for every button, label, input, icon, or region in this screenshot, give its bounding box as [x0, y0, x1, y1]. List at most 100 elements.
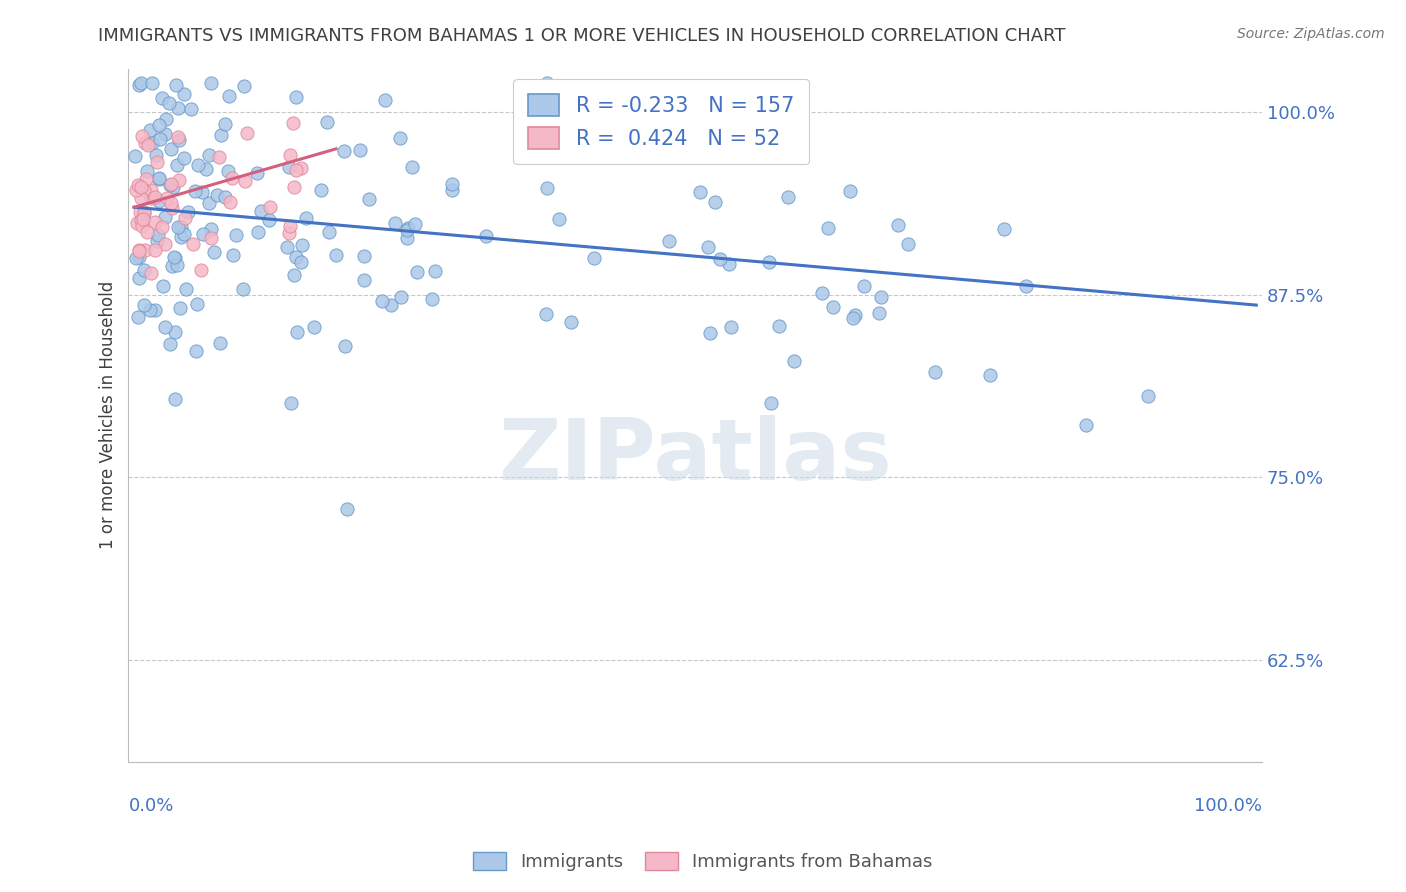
Point — [441, 177, 464, 191]
Point — [132, 206, 155, 220]
Point — [146, 234, 169, 248]
Point — [214, 190, 236, 204]
Point — [187, 158, 209, 172]
Point — [134, 205, 156, 219]
Point — [153, 237, 176, 252]
Point — [163, 251, 186, 265]
Point — [128, 244, 150, 258]
Point — [200, 231, 222, 245]
Point — [127, 310, 149, 324]
Point — [208, 150, 231, 164]
Point — [440, 183, 463, 197]
Point — [839, 184, 862, 198]
Point — [152, 279, 174, 293]
Point — [207, 188, 229, 202]
Point — [278, 219, 301, 233]
Point — [141, 267, 163, 281]
Point — [148, 194, 170, 209]
Point — [197, 148, 219, 162]
Point — [425, 264, 447, 278]
Point — [689, 185, 711, 199]
Text: 100.0%: 100.0% — [1194, 797, 1263, 815]
Point — [149, 132, 172, 146]
Point — [247, 225, 270, 239]
Point — [191, 186, 214, 200]
Point — [202, 244, 225, 259]
Point — [221, 248, 243, 262]
Text: 0.0%: 0.0% — [128, 797, 174, 815]
Point — [697, 240, 720, 254]
Point — [155, 112, 177, 126]
Point — [475, 228, 498, 243]
Point — [128, 250, 150, 264]
Point — [699, 326, 721, 341]
Point — [870, 290, 893, 304]
Point — [349, 144, 371, 158]
Point — [183, 184, 205, 198]
Point — [384, 216, 406, 230]
Point — [853, 279, 876, 293]
Point — [125, 251, 148, 265]
Point — [159, 337, 181, 351]
Point — [165, 392, 187, 406]
Point — [180, 102, 202, 116]
Point — [278, 148, 301, 162]
Point — [160, 201, 183, 215]
Point — [536, 181, 558, 195]
Point — [1074, 417, 1097, 432]
Text: ZIPatlas: ZIPatlas — [498, 416, 891, 499]
Point — [170, 220, 193, 235]
Point — [136, 225, 159, 239]
Point — [186, 297, 208, 311]
Point — [704, 194, 727, 209]
Point — [582, 251, 605, 265]
Point — [159, 178, 181, 193]
Point — [232, 78, 254, 93]
Point — [131, 219, 153, 233]
Point — [138, 123, 160, 137]
Point — [225, 227, 247, 242]
Point — [136, 137, 159, 152]
Point — [548, 212, 571, 227]
Point — [160, 177, 183, 191]
Point — [993, 222, 1015, 236]
Point — [131, 180, 153, 194]
Point — [157, 96, 180, 111]
Point — [141, 191, 163, 205]
Point — [129, 213, 152, 227]
Point — [152, 91, 174, 105]
Point — [174, 211, 197, 225]
Point — [131, 191, 153, 205]
Point — [257, 213, 280, 227]
Point — [132, 212, 155, 227]
Point — [404, 217, 426, 231]
Point — [332, 144, 354, 158]
Point — [125, 184, 148, 198]
Point — [174, 282, 197, 296]
Point — [811, 285, 834, 300]
Point — [170, 230, 193, 244]
Point — [166, 158, 188, 172]
Point — [155, 127, 177, 141]
Point — [150, 219, 173, 234]
Point — [235, 126, 257, 140]
Y-axis label: 1 or more Vehicles in Household: 1 or more Vehicles in Household — [100, 281, 117, 549]
Point — [134, 244, 156, 258]
Point — [218, 88, 240, 103]
Point — [139, 303, 162, 318]
Point — [176, 204, 198, 219]
Point — [782, 353, 804, 368]
Point — [163, 251, 186, 265]
Point — [143, 215, 166, 229]
Point — [776, 190, 799, 204]
Point — [844, 309, 866, 323]
Point — [132, 298, 155, 312]
Point — [160, 259, 183, 273]
Point — [128, 204, 150, 219]
Point — [219, 195, 242, 210]
Point — [374, 93, 396, 107]
Point — [285, 162, 308, 177]
Point — [250, 204, 273, 219]
Point — [817, 221, 839, 235]
Point — [276, 240, 298, 254]
